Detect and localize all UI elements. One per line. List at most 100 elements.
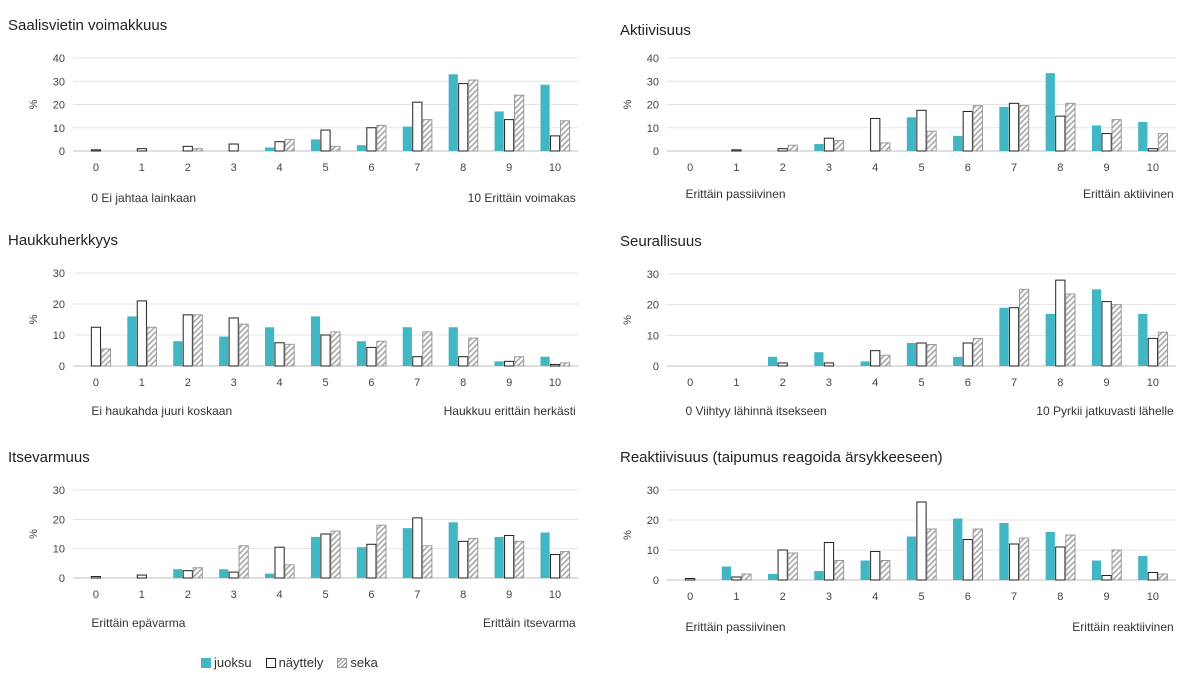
x-tick-label: 5 — [918, 377, 924, 389]
bar-nayttely — [731, 149, 742, 152]
x-tick-label: 4 — [872, 162, 878, 174]
bar-juoksu — [999, 106, 1009, 151]
legend-item-nayttely: näyttely — [265, 655, 323, 670]
bar-seka — [1111, 119, 1122, 152]
bar-nayttely — [1147, 337, 1158, 367]
legend-item-juoksu: juoksu — [201, 655, 252, 670]
x-tick-label: 8 — [460, 162, 466, 174]
bar-seka — [422, 545, 433, 579]
y-axis-label: % — [28, 99, 40, 109]
bar-seka — [192, 148, 203, 152]
bar-seka — [1111, 549, 1122, 581]
y-tick-label: 30 — [647, 269, 659, 281]
y-tick-label: 0 — [653, 361, 659, 373]
bar-juoksu — [906, 536, 917, 580]
bar-seka — [1157, 331, 1169, 367]
bar-juoksu — [540, 532, 550, 578]
bar-seka — [284, 564, 295, 579]
bar-seka — [833, 140, 845, 152]
y-tick-label: 20 — [53, 514, 65, 526]
bar-nayttely — [916, 501, 927, 581]
low-end-label: 0 Viihtyy lähinnä itsekseen — [686, 404, 827, 418]
bar-nayttely — [685, 578, 696, 581]
bar-nayttely — [1008, 102, 1020, 152]
x-tick-label: 4 — [277, 589, 283, 601]
bar-seka — [559, 551, 571, 579]
legend-label-seka: seka — [350, 655, 378, 670]
bar-juoksu — [814, 571, 824, 580]
bar-juoksu — [1138, 121, 1148, 151]
y-tick-label: 10 — [647, 545, 659, 557]
x-tick-label: 1 — [139, 162, 145, 174]
bar-seka — [972, 105, 983, 152]
x-tick-label: 10 — [549, 589, 561, 601]
bar-nayttely — [412, 356, 423, 367]
bar-seka — [468, 79, 479, 152]
bar-nayttely — [1008, 543, 1020, 581]
bar-nayttely — [412, 517, 423, 579]
bar-seka — [514, 540, 525, 579]
x-tick-label: 0 — [687, 162, 693, 174]
chart-panel-0: Saalisvietin voimakkuus 0 10 20 30 40% 0 1 2 3 4 5 6… — [8, 17, 578, 205]
bar-nayttely — [136, 574, 147, 579]
bar-juoksu — [768, 356, 778, 366]
x-tick-label: 1 — [139, 377, 145, 389]
bar-seka — [741, 573, 752, 581]
x-tick-label: 5 — [918, 162, 924, 174]
chart-title: Saalisvietin voimakkuus — [8, 17, 167, 34]
y-tick-label: 0 — [59, 146, 65, 158]
low-end-label: Erittäin passiivinen — [686, 187, 786, 201]
bar-juoksu — [1045, 73, 1055, 151]
x-tick-label: 0 — [93, 589, 99, 601]
bar-juoksu — [402, 327, 412, 366]
bar-nayttely — [182, 145, 193, 152]
bar-seka — [880, 142, 891, 152]
bar-nayttely — [366, 346, 377, 367]
bar-juoksu — [768, 574, 778, 580]
bar-nayttely — [90, 149, 102, 152]
bar-nayttely — [916, 109, 927, 152]
bar-nayttely — [274, 546, 285, 579]
bar-juoksu — [219, 569, 229, 578]
bar-nayttely — [1055, 546, 1066, 581]
y-tick-label: 10 — [53, 544, 65, 556]
bar-seka — [926, 130, 937, 152]
bar-juoksu — [356, 547, 367, 578]
bar-juoksu — [356, 341, 367, 366]
bar-nayttely — [136, 148, 147, 152]
x-tick-label: 1 — [733, 591, 739, 603]
bar-juoksu — [265, 327, 275, 366]
high-end-label: 10 Erittäin voimakas — [468, 191, 576, 205]
bar-seka — [284, 138, 295, 152]
x-tick-label: 6 — [965, 162, 971, 174]
bar-seka — [1157, 133, 1169, 152]
bar-nayttely — [228, 571, 239, 579]
x-tick-label: 3 — [231, 377, 237, 389]
x-tick-label: 3 — [826, 377, 832, 389]
low-end-label: Erittäin passiivinen — [686, 620, 786, 634]
bar-seka — [787, 552, 798, 581]
bar-nayttely — [320, 334, 331, 367]
x-tick-label: 8 — [1057, 591, 1063, 603]
x-tick-label: 9 — [506, 589, 512, 601]
bar-seka — [376, 524, 387, 579]
bar-seka — [926, 528, 937, 581]
bar-juoksu — [1045, 313, 1055, 366]
y-axis-label: % — [28, 529, 40, 539]
legend-swatch-nayttely — [265, 657, 276, 668]
bar-seka — [1018, 105, 1030, 152]
bar-nayttely — [504, 534, 515, 579]
x-tick-label: 8 — [460, 377, 466, 389]
x-tick-label: 9 — [1104, 162, 1110, 174]
bar-nayttely — [274, 342, 285, 367]
bar-juoksu — [814, 144, 824, 151]
x-tick-label: 8 — [460, 589, 466, 601]
y-tick-label: 20 — [647, 100, 659, 112]
bar-seka — [787, 144, 798, 152]
bar-seka — [284, 343, 295, 367]
x-tick-label: 5 — [322, 377, 328, 389]
x-tick-label: 3 — [826, 162, 832, 174]
x-tick-label: 9 — [1104, 377, 1110, 389]
x-tick-label: 4 — [277, 162, 283, 174]
